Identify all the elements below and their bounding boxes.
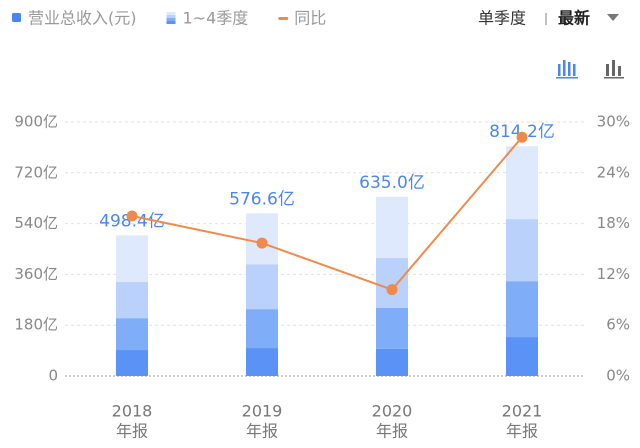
y-tick-label: 720亿 [14,163,58,181]
legend: 营业总收入(元) 1~4季度 同比 [12,9,326,28]
bar-segment [376,258,408,308]
legend-item: 1~4季度 [166,9,249,28]
y2-tick-label: 24% [597,163,630,181]
legend-item: 营业总收入(元) [12,9,137,28]
legend-swatch [12,13,21,22]
x-tick-label: 2019 [242,402,283,421]
legend-swatch [166,18,176,21]
bar-segment [246,309,278,349]
y2-tick-label: 30% [597,113,630,131]
legend-item: 同比 [278,9,326,28]
bar-segment [376,307,408,349]
bar-segment [116,318,148,351]
bar-segment [376,196,408,259]
bar-segment [116,235,148,283]
legend-swatch [278,17,289,20]
y-tick-label: 0 [48,367,58,385]
x-tick-label: 2018 [112,402,153,421]
y-tick-label: 180亿 [14,316,58,334]
bar-segment [376,348,408,376]
bar-segment [506,146,538,220]
x-tick-label: 年报 [246,422,278,441]
yoy-point [386,284,398,296]
bar-segment [246,348,278,376]
x-tick-label: 年报 [376,422,408,441]
stacked-icon[interactable] [556,60,578,79]
y-tick-label: 900亿 [14,113,58,131]
y2-tick-label: 6% [606,316,630,334]
total-label: 635.0亿 [359,173,425,193]
legend-swatch [166,15,176,18]
yoy-point [516,131,528,143]
order-toggle[interactable]: 最新 [558,9,590,28]
period-toggle[interactable]: 单季度 [478,9,526,28]
legend-swatch [166,12,176,15]
bar-segment [506,337,538,376]
legend-label: 营业总收入(元) [28,9,137,28]
x-tick-label: 年报 [116,422,148,441]
y2-tick-label: 0% [606,367,630,385]
total-label: 576.6亿 [229,189,295,209]
x-tick-label: 2020 [372,402,413,421]
bar-segment [116,282,148,319]
dropdown-arrow[interactable] [607,14,619,21]
y-tick-label: 540亿 [14,214,58,232]
yoy-point [126,210,138,222]
bar-segment [246,264,278,310]
y-tick-label: 360亿 [14,265,58,283]
x-tick-label: 年报 [506,422,538,441]
legend-swatch [166,21,176,24]
bar-segment [116,350,148,376]
bar-segment [506,281,538,338]
legend-label: 1~4季度 [183,9,249,28]
legend-label: 同比 [294,9,326,28]
x-tick-label: 2021 [502,402,543,421]
bar-segment [506,219,538,282]
bar-icon[interactable] [604,60,624,79]
yoy-line [131,136,523,291]
y2-tick-label: 18% [597,214,630,232]
y2-tick-label: 12% [597,265,630,283]
yoy-point [256,237,268,249]
